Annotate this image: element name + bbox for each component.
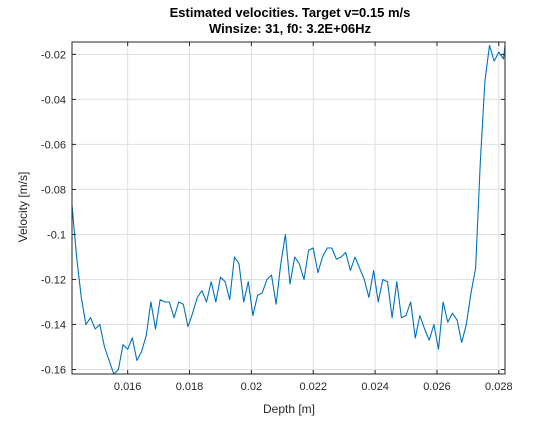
tick-labels: 0.016 0.018 0.02 0.022 0.024 0.026 0.028 -0.16 -… bbox=[41, 49, 513, 393]
y-tick-label: -0.1 bbox=[47, 229, 66, 241]
x-tick-label: 0.016 bbox=[114, 381, 142, 393]
y-tick-label: -0.02 bbox=[41, 49, 66, 61]
y-tick-label: -0.04 bbox=[41, 94, 66, 106]
y-tick-label: -0.16 bbox=[41, 364, 66, 376]
grid bbox=[72, 42, 505, 374]
x-tick-label: 0.024 bbox=[361, 381, 389, 393]
chart-subtitle: Winsize: 31, f0: 3.2E+06Hz bbox=[209, 21, 372, 36]
plot-area bbox=[72, 42, 505, 374]
axes-box bbox=[71, 41, 506, 375]
series-layer bbox=[72, 44, 505, 374]
y-tick-label: -0.08 bbox=[41, 184, 66, 196]
y-tick-label: -0.14 bbox=[41, 319, 66, 331]
y-axis-label: Velocity [m/s] bbox=[16, 172, 30, 243]
chart-title: Estimated velocities. Target v=0.15 m/s bbox=[170, 5, 411, 20]
x-tick-label: 0.018 bbox=[176, 381, 204, 393]
y-tick-label: -0.06 bbox=[41, 139, 66, 151]
series-line bbox=[72, 44, 505, 374]
x-tick-label: 0.022 bbox=[299, 381, 327, 393]
x-tick-label: 0.028 bbox=[485, 381, 513, 393]
x-tick-label: 0.02 bbox=[241, 381, 262, 393]
y-tick-label: -0.12 bbox=[41, 274, 66, 286]
x-axis-label: Depth [m] bbox=[263, 402, 315, 416]
x-tick-label: 0.026 bbox=[423, 381, 451, 393]
axes bbox=[71, 41, 506, 375]
